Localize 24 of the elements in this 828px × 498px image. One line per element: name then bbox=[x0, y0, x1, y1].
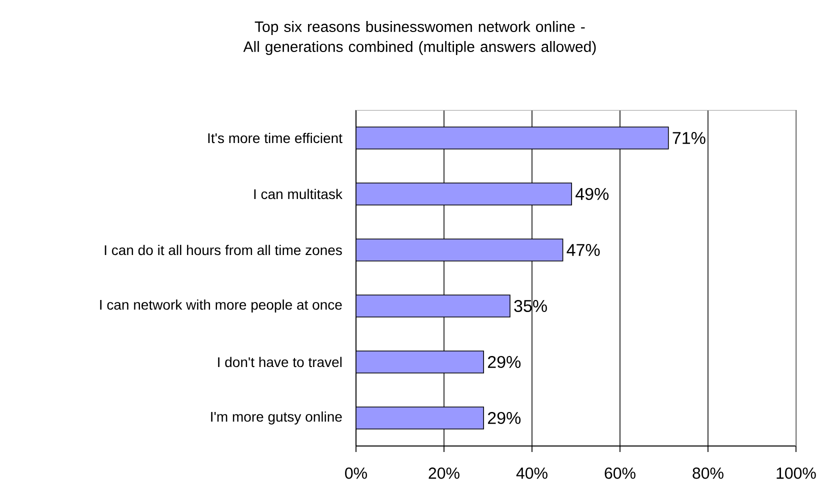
bar bbox=[356, 350, 484, 374]
data-label: 49% bbox=[576, 188, 609, 200]
data-label: 29% bbox=[488, 412, 521, 424]
y-tick-label: It's more time efficient bbox=[208, 132, 342, 144]
y-tick-label: I don't have to travel bbox=[218, 356, 342, 368]
bar bbox=[356, 126, 669, 150]
x-tick-label: 60% bbox=[604, 468, 636, 479]
chart-title: Top six reasons businesswomen network online - All generations combined (multiple answers allowed) bbox=[243, 21, 596, 55]
x-tick-label: 100% bbox=[776, 468, 816, 479]
bar bbox=[356, 294, 510, 318]
bar bbox=[356, 238, 564, 262]
x-tick-label: 20% bbox=[428, 468, 460, 479]
y-tick-label: I can multitask bbox=[254, 188, 342, 200]
data-label: 29% bbox=[488, 356, 521, 368]
data-label: 47% bbox=[566, 244, 600, 256]
data-label: 71% bbox=[672, 132, 706, 144]
x-tick-label: 40% bbox=[516, 468, 548, 479]
bar bbox=[356, 182, 572, 206]
y-tick-label: I can do it all hours from all time zones bbox=[104, 244, 342, 256]
y-tick-label: I'm more gutsy online bbox=[211, 411, 342, 425]
y-tick-label: I can network with more people at once bbox=[100, 299, 342, 313]
x-tick-label: 0% bbox=[345, 468, 367, 479]
x-tick-label: 80% bbox=[692, 468, 724, 479]
bar bbox=[356, 406, 484, 430]
